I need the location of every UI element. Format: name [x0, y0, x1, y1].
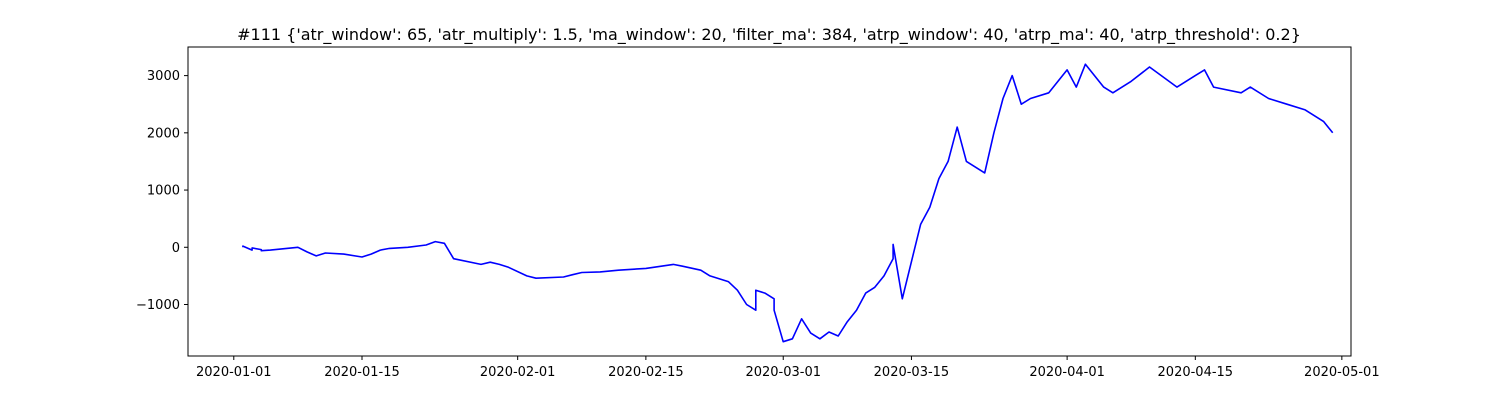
x-axis: 2020-01-01 2020-01-15 2020-02-01 2020-02-15… [196, 356, 1380, 380]
plot-area [242, 63, 1334, 343]
x-tick-label: 2020-04-01 [1029, 365, 1105, 380]
x-tick-label: 2020-01-15 [324, 365, 400, 380]
chart-title: #111 {'atr_window': 65, 'atr_multiply': … [237, 25, 1301, 45]
y-axis: −1000 0 1000 2000 3000 [136, 69, 188, 313]
y-tick-label: 3000 [147, 69, 180, 84]
y-tick-label: 0 [172, 241, 180, 256]
x-tick-label: 2020-04-15 [1158, 365, 1234, 380]
y-tick-label: −1000 [136, 298, 180, 313]
x-tick-label: 2020-01-01 [196, 365, 272, 380]
y-tick-label: 2000 [147, 126, 180, 141]
x-tick-label: 2020-02-15 [608, 365, 684, 380]
x-tick-label: 2020-02-01 [480, 365, 556, 380]
x-tick-label: 2020-03-15 [874, 365, 950, 380]
series-line-0 [242, 63, 1334, 343]
x-tick-label: 2020-03-01 [745, 365, 821, 380]
x-tick-label: 2020-05-01 [1304, 365, 1380, 380]
plot-frame [187, 46, 1352, 357]
y-tick-label: 1000 [147, 184, 180, 199]
